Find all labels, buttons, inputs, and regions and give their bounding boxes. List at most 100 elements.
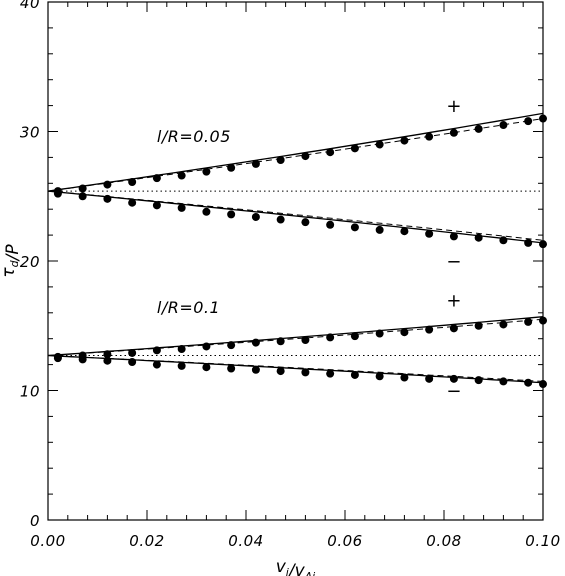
series-line-solid — [47, 316, 544, 357]
data-point — [524, 378, 533, 387]
data-point — [499, 320, 508, 329]
series-line-solid — [47, 190, 544, 244]
data-point — [499, 121, 508, 130]
series-group — [47, 112, 547, 389]
data-point — [103, 194, 112, 203]
data-point — [276, 215, 285, 224]
data-point — [499, 377, 508, 386]
data-point — [301, 152, 310, 161]
data-point — [425, 132, 434, 141]
data-point — [103, 350, 112, 359]
data-point — [78, 184, 87, 193]
data-point — [400, 136, 409, 145]
curve-annotation: l/R=0.1 — [157, 298, 220, 317]
data-point — [276, 367, 285, 376]
data-point — [251, 365, 260, 374]
x-axis-label: vi/vAi — [276, 557, 316, 576]
data-point — [177, 171, 186, 180]
data-point — [539, 114, 547, 123]
data-point — [400, 373, 409, 382]
y-tick-label: 10 — [20, 383, 40, 401]
data-point — [326, 369, 335, 378]
data-point — [400, 227, 409, 236]
plot-frame — [47, 1, 544, 521]
data-point — [152, 174, 161, 183]
data-point — [350, 332, 359, 341]
data-point — [449, 324, 458, 333]
data-point — [375, 225, 384, 234]
data-point — [202, 342, 211, 351]
data-point — [276, 337, 285, 346]
data-point — [375, 140, 384, 149]
data-point — [425, 229, 434, 238]
data-point — [152, 360, 161, 369]
x-tick-label: 0.00 — [30, 532, 65, 550]
data-point — [202, 363, 211, 372]
y-tick-label: 40 — [20, 0, 40, 12]
data-point — [78, 192, 87, 201]
y-axis-label: τd/P — [0, 244, 23, 278]
data-point — [251, 212, 260, 221]
data-point — [326, 333, 335, 342]
x-tick-label: 0.06 — [327, 532, 362, 550]
data-point — [539, 380, 547, 389]
data-point — [227, 364, 236, 373]
data-point — [128, 198, 137, 207]
data-point — [103, 356, 112, 365]
data-point — [350, 370, 359, 379]
data-point — [251, 338, 260, 347]
data-point — [425, 325, 434, 334]
data-point — [251, 159, 260, 168]
data-point — [152, 201, 161, 210]
data-point — [326, 148, 335, 157]
x-tick-label: 0.04 — [228, 532, 263, 550]
data-point — [524, 238, 533, 247]
data-point — [177, 203, 186, 212]
data-point — [449, 374, 458, 383]
data-point — [524, 117, 533, 126]
sign-annotation: + — [446, 96, 461, 117]
data-point — [128, 358, 137, 367]
data-point — [202, 167, 211, 176]
data-point — [53, 189, 62, 198]
sign-annotation: − — [446, 251, 461, 272]
data-point — [227, 163, 236, 172]
data-point — [375, 329, 384, 338]
data-point — [474, 321, 483, 330]
data-point — [474, 233, 483, 242]
sign-annotation: + — [446, 290, 461, 311]
data-point — [449, 128, 458, 137]
y-tick-label: 30 — [20, 124, 40, 142]
plot-frame-group — [47, 1, 544, 521]
data-point — [301, 368, 310, 377]
x-tick-label: 0.10 — [525, 532, 560, 550]
data-point — [539, 316, 547, 325]
data-point — [103, 180, 112, 189]
x-tick-label: 0.08 — [426, 532, 461, 550]
data-point — [128, 178, 137, 187]
data-point — [202, 207, 211, 216]
data-point — [474, 376, 483, 385]
data-point — [449, 232, 458, 241]
data-point — [524, 317, 533, 326]
series-line-solid — [47, 112, 544, 192]
data-point — [128, 348, 137, 357]
data-point — [177, 361, 186, 370]
data-point — [539, 240, 547, 249]
data-point — [375, 372, 384, 381]
data-point — [400, 328, 409, 337]
y-tick-label: 20 — [20, 253, 40, 271]
data-point — [301, 218, 310, 227]
data-point — [152, 346, 161, 355]
data-point — [326, 220, 335, 229]
y-tick-label: 0 — [30, 512, 40, 530]
data-point — [474, 124, 483, 133]
x-tick-label: 0.02 — [129, 532, 164, 550]
data-point — [78, 355, 87, 364]
curve-annotation: l/R=0.05 — [157, 127, 231, 146]
data-point — [499, 236, 508, 245]
data-point — [301, 335, 310, 344]
data-point — [177, 345, 186, 354]
axis-ticks-group — [47, 1, 544, 521]
